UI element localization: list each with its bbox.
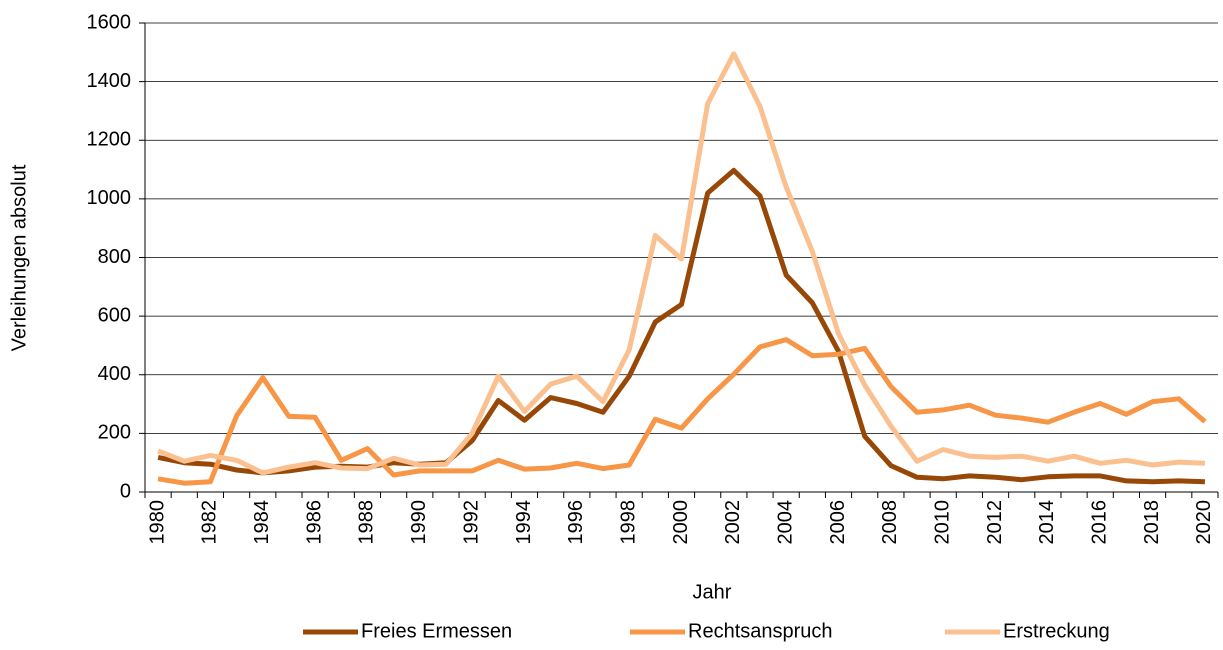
y-tick-label: 1400: [87, 70, 132, 92]
x-tick-label: 2016: [1089, 500, 1111, 545]
x-tick-label: 2004: [774, 500, 796, 545]
x-axis-title: Jahr: [693, 581, 732, 603]
x-tick-label: 1982: [199, 500, 221, 545]
x-tick-label: 1984: [251, 500, 273, 545]
y-tick-label: 200: [98, 422, 131, 444]
y-tick-label: 1200: [87, 129, 132, 151]
x-tick-label: 1980: [146, 500, 168, 545]
x-tick-label: 2018: [1141, 500, 1163, 545]
series-line: [157, 167, 1205, 485]
x-tick-label: 2002: [722, 500, 744, 545]
series-line: [157, 51, 1206, 476]
y-tick-label: 600: [98, 304, 131, 326]
y-tick-label: 800: [98, 246, 131, 268]
x-tick-label: 1996: [565, 500, 587, 545]
y-tick-label: 0: [120, 480, 131, 502]
x-tick-label: 2012: [984, 500, 1006, 545]
x-tick-label: 1986: [303, 500, 325, 545]
legend-label: Erstreckung: [1003, 620, 1110, 642]
legend-label: Rechtsanspruch: [688, 620, 833, 642]
series-line: [157, 337, 1207, 486]
y-tick-label: 1600: [87, 11, 132, 33]
x-tick-label: 1998: [617, 500, 639, 545]
x-tick-label: 2000: [670, 500, 692, 545]
legend-label: Freies Ermessen: [361, 620, 512, 642]
x-tick-label: 2010: [931, 500, 953, 545]
x-tick-label: 1992: [460, 500, 482, 545]
y-tick-label: 400: [98, 363, 131, 385]
x-tick-label: 2006: [827, 500, 849, 545]
x-tick-label: 2008: [879, 500, 901, 545]
y-axis-title: Verleihungen absolut: [8, 164, 30, 351]
x-tick-label: 2020: [1193, 500, 1215, 545]
x-tick-label: 1994: [513, 500, 535, 545]
x-tick-label: 1988: [356, 500, 378, 545]
x-tick-label: 2014: [1036, 500, 1058, 545]
y-tick-label: 1000: [87, 187, 132, 209]
x-tick-label: 1990: [408, 500, 430, 545]
